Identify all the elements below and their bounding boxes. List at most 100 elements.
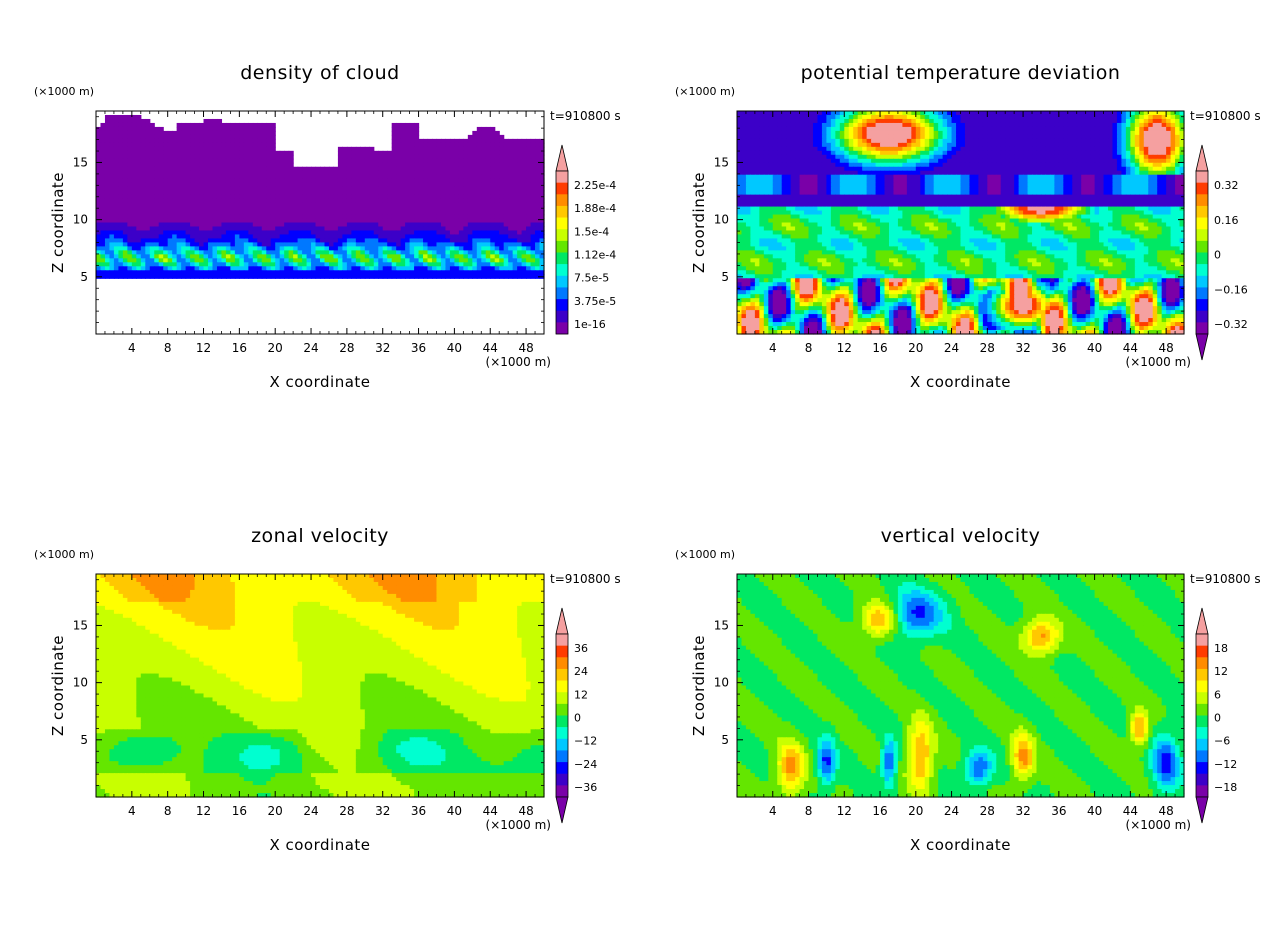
heatmap-cell <box>266 226 272 232</box>
heatmap-cell <box>942 130 948 136</box>
heatmap-cell <box>463 238 469 244</box>
heatmap-cell <box>1175 146 1181 152</box>
heatmap-cell <box>418 218 424 224</box>
heatmap-cell <box>503 266 509 271</box>
heatmap-cell <box>113 250 119 255</box>
heatmap-cell <box>512 230 518 236</box>
heatmap-cell <box>888 154 895 160</box>
heatmap-cell <box>118 258 124 263</box>
heatmap-cell <box>499 230 505 236</box>
heatmap-cell <box>526 246 532 251</box>
heatmap-cell <box>481 170 487 176</box>
heatmap-cell <box>396 198 402 204</box>
heatmap-cell <box>190 218 196 224</box>
heatmap-cell <box>436 258 442 263</box>
heatmap-cell <box>1179 126 1185 132</box>
heatmap-cell <box>499 254 505 259</box>
heatmap-cell <box>185 222 191 228</box>
heatmap-cell <box>1121 111 1127 116</box>
heatmap-cell <box>1027 111 1033 116</box>
heatmap-cell <box>181 254 187 259</box>
heatmap-cell <box>485 138 491 144</box>
heatmap-cell <box>270 206 276 212</box>
heatmap-cell <box>234 170 240 176</box>
heatmap-cell <box>866 134 872 140</box>
heatmap-cell <box>454 166 460 172</box>
heatmap-cell <box>333 270 339 275</box>
heatmap-cell <box>293 254 299 259</box>
heatmap-cell <box>378 158 384 164</box>
heatmap-cell <box>1036 122 1042 128</box>
heatmap-cell <box>436 250 442 255</box>
heatmap-cell <box>167 238 173 244</box>
heatmap-cell <box>104 114 111 120</box>
heatmap-cell <box>225 274 231 279</box>
heatmap-cell <box>176 182 182 188</box>
heatmap-cell <box>248 162 254 168</box>
heatmap-cell <box>257 182 263 188</box>
heatmap-cell <box>221 206 227 212</box>
heatmap-cell <box>109 226 115 232</box>
heatmap-cell <box>140 262 146 267</box>
heatmap-cell <box>252 146 258 152</box>
heatmap-cell <box>458 182 464 188</box>
heatmap-cell <box>315 198 321 204</box>
heatmap-cell <box>306 266 312 271</box>
heatmap-cell <box>1063 122 1069 128</box>
heatmap-cell <box>275 222 281 228</box>
heatmap-cell <box>467 142 473 148</box>
heatmap-cell <box>960 134 966 140</box>
heatmap-cell <box>373 238 379 244</box>
heatmap-cell <box>405 130 411 136</box>
heatmap-cell <box>315 178 321 184</box>
heatmap-cell <box>853 111 859 116</box>
heatmap-cell <box>284 218 290 224</box>
heatmap-cell <box>978 111 984 116</box>
heatmap-cell <box>261 214 267 220</box>
heatmap-cell <box>857 111 863 116</box>
heatmap-cell <box>122 266 128 271</box>
heatmap-cell <box>530 170 536 176</box>
heatmap-cell <box>109 142 115 148</box>
heatmap-cell <box>494 198 500 204</box>
heatmap-cell <box>391 126 397 132</box>
heatmap-cell <box>337 190 343 196</box>
heatmap-cell <box>409 246 415 251</box>
heatmap-cell <box>512 214 518 220</box>
heatmap-cell <box>476 182 482 188</box>
heatmap-cell <box>346 154 352 160</box>
heatmap-cell <box>432 202 438 208</box>
heatmap-cell <box>104 234 111 240</box>
heatmap-cell <box>400 266 406 271</box>
heatmap-cell <box>337 218 343 224</box>
heatmap-cell <box>1103 146 1109 152</box>
heatmap-cell <box>512 190 518 196</box>
heatmap-cell <box>1175 114 1181 120</box>
heatmap-cell <box>880 146 886 152</box>
heatmap-cell <box>293 178 299 184</box>
heatmap-cell <box>490 146 496 152</box>
heatmap-cell <box>871 154 877 160</box>
heatmap-cell <box>1094 122 1100 128</box>
heatmap-cell <box>118 270 124 275</box>
heatmap-cell <box>100 142 106 148</box>
heatmap-cell <box>503 174 509 180</box>
heatmap-cell <box>1085 114 1091 120</box>
heatmap-cell <box>503 206 509 212</box>
heatmap-cell <box>127 138 133 144</box>
heatmap-cell <box>1139 138 1145 144</box>
heatmap-cell <box>530 178 536 184</box>
heatmap-cell <box>342 146 348 152</box>
heatmap-cell <box>494 130 500 136</box>
heatmap-cell <box>449 142 455 148</box>
heatmap-cell <box>190 246 196 251</box>
heatmap-cell <box>427 202 433 208</box>
heatmap-cell <box>1148 122 1154 128</box>
heatmap-cell <box>163 150 169 156</box>
heatmap-cell <box>212 214 218 220</box>
heatmap-cell <box>888 122 895 128</box>
heatmap-cell <box>185 142 191 148</box>
heatmap-cell <box>1134 130 1140 136</box>
heatmap-cell <box>991 142 997 148</box>
heatmap-cell <box>875 111 881 116</box>
